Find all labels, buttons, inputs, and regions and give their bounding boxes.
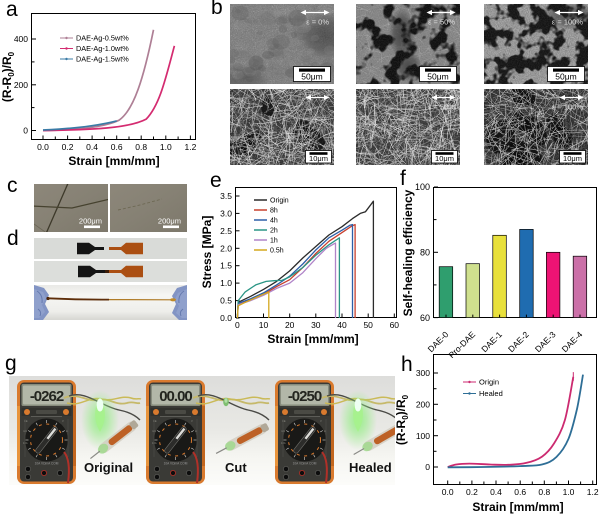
svg-text:0.0: 0.0 — [37, 142, 49, 152]
svg-text:ε = 100%: ε = 100% — [552, 18, 583, 27]
svg-text:CE: CE — [282, 419, 286, 423]
svg-text:100: 100 — [415, 182, 430, 192]
svg-text:1.0: 1.0 — [220, 278, 232, 288]
svg-text:CE: CE — [153, 419, 157, 423]
svg-text:0.4: 0.4 — [86, 142, 98, 152]
svg-text:3.0: 3.0 — [220, 208, 232, 218]
svg-text:Cut: Cut — [225, 460, 247, 475]
svg-text:60: 60 — [420, 313, 430, 323]
svg-text:100: 100 — [416, 431, 430, 441]
svg-text:50μm: 50μm — [427, 72, 448, 82]
svg-text:50μm: 50μm — [301, 72, 322, 82]
svg-text:40: 40 — [337, 320, 347, 330]
svg-text:0.6: 0.6 — [111, 142, 123, 152]
svg-text:Ω: Ω — [66, 430, 68, 433]
svg-text:Strain [mm/mm]: Strain [mm/mm] — [68, 154, 159, 168]
svg-text:1h: 1h — [270, 238, 278, 245]
svg-text:0.5: 0.5 — [220, 296, 232, 306]
svg-text:10μm: 10μm — [435, 154, 454, 163]
svg-text:Stress [MPa]: Stress [MPa] — [200, 216, 214, 289]
svg-text:Origin: Origin — [270, 198, 289, 205]
svg-text:0.6: 0.6 — [514, 487, 526, 497]
svg-text:200μm: 200μm — [158, 217, 181, 226]
svg-text:3.5: 3.5 — [220, 191, 232, 201]
svg-text:ε = 100%: ε = 100% — [552, 103, 583, 112]
svg-text:10μm: 10μm — [563, 154, 582, 163]
svg-text:Original: Original — [84, 460, 133, 475]
svg-text:10A: 10A — [152, 441, 157, 445]
svg-text:CE: CE — [24, 419, 28, 423]
svg-text:8h: 8h — [270, 208, 278, 215]
svg-text:10: 10 — [259, 320, 269, 330]
svg-text:0.4: 0.4 — [490, 487, 502, 497]
svg-text:Ω: Ω — [324, 430, 326, 433]
svg-text:ε = 50%: ε = 50% — [428, 103, 455, 112]
svg-text:30: 30 — [311, 320, 321, 330]
svg-text:200: 200 — [416, 400, 430, 410]
svg-text:ε = 50%: ε = 50% — [428, 18, 455, 27]
svg-text:Healed: Healed — [479, 389, 503, 398]
svg-text:DAE-Ag-1.5wt%: DAE-Ag-1.5wt% — [76, 55, 129, 64]
svg-text:(R-R0)/R0: (R-R0)/R0 — [0, 51, 16, 102]
svg-text:1.2: 1.2 — [184, 142, 196, 152]
svg-text:10A: 10A — [281, 441, 286, 445]
svg-text:0.5h: 0.5h — [270, 248, 284, 255]
svg-text:60: 60 — [390, 320, 400, 330]
svg-text:1.0: 1.0 — [563, 487, 575, 497]
svg-text:0: 0 — [235, 320, 240, 330]
svg-text:Origin: Origin — [479, 378, 499, 387]
svg-text:10A VΩmA COM: 10A VΩmA COM — [164, 462, 188, 466]
svg-text:1.5: 1.5 — [220, 261, 232, 271]
svg-text:DAE-Ag-1.0wt%: DAE-Ag-1.0wt% — [76, 44, 129, 53]
svg-text:50: 50 — [363, 320, 373, 330]
svg-text:1.0: 1.0 — [160, 142, 172, 152]
svg-text:20: 20 — [285, 320, 295, 330]
svg-text:4h: 4h — [270, 218, 278, 225]
svg-text:0.8: 0.8 — [538, 487, 550, 497]
svg-text:2.5: 2.5 — [220, 226, 232, 236]
svg-text:2h: 2h — [270, 228, 278, 235]
svg-text:DAE-Ag-0.5wt%: DAE-Ag-0.5wt% — [76, 34, 129, 43]
svg-text:200μm: 200μm — [79, 217, 102, 226]
svg-text:Self-healing efficiency: Self-healing efficiency — [401, 189, 415, 316]
svg-text:-0250: -0250 — [288, 388, 322, 405]
svg-text:(R-R0)/R0: (R-R0)/R0 — [394, 394, 410, 445]
svg-text:1.2: 1.2 — [587, 487, 599, 497]
svg-text:0.0: 0.0 — [442, 487, 454, 497]
svg-text:0: 0 — [23, 126, 28, 136]
svg-text:V: V — [191, 419, 193, 423]
svg-text:-0262: -0262 — [30, 388, 64, 405]
svg-text:2.0: 2.0 — [220, 243, 232, 253]
svg-text:0.0: 0.0 — [220, 313, 232, 323]
svg-text:10μm: 10μm — [309, 154, 328, 163]
svg-text:10A: 10A — [23, 441, 28, 445]
svg-text:0.2: 0.2 — [466, 487, 478, 497]
svg-text:ε = 0%: ε = 0% — [306, 18, 329, 27]
svg-text:400: 400 — [14, 34, 28, 44]
svg-text:Healed: Healed — [349, 460, 392, 475]
svg-text:0.8: 0.8 — [135, 142, 147, 152]
svg-text:50μm: 50μm — [555, 72, 576, 82]
svg-text:V: V — [62, 419, 64, 423]
svg-text:Strain [mm/mm]: Strain [mm/mm] — [267, 332, 358, 346]
svg-text:300: 300 — [416, 368, 430, 378]
svg-text:00.00: 00.00 — [159, 388, 192, 405]
svg-text:0.2: 0.2 — [62, 142, 74, 152]
svg-text:10A VΩmA COM: 10A VΩmA COM — [35, 462, 59, 466]
svg-text:V: V — [320, 419, 322, 423]
svg-text:Ω: Ω — [195, 430, 197, 433]
svg-text:10A VΩmA COM: 10A VΩmA COM — [293, 462, 317, 466]
svg-text:200: 200 — [14, 80, 28, 90]
svg-text:80: 80 — [420, 248, 430, 258]
svg-text:Strain [mm/mm]: Strain [mm/mm] — [472, 500, 563, 514]
svg-text:0: 0 — [425, 462, 430, 472]
